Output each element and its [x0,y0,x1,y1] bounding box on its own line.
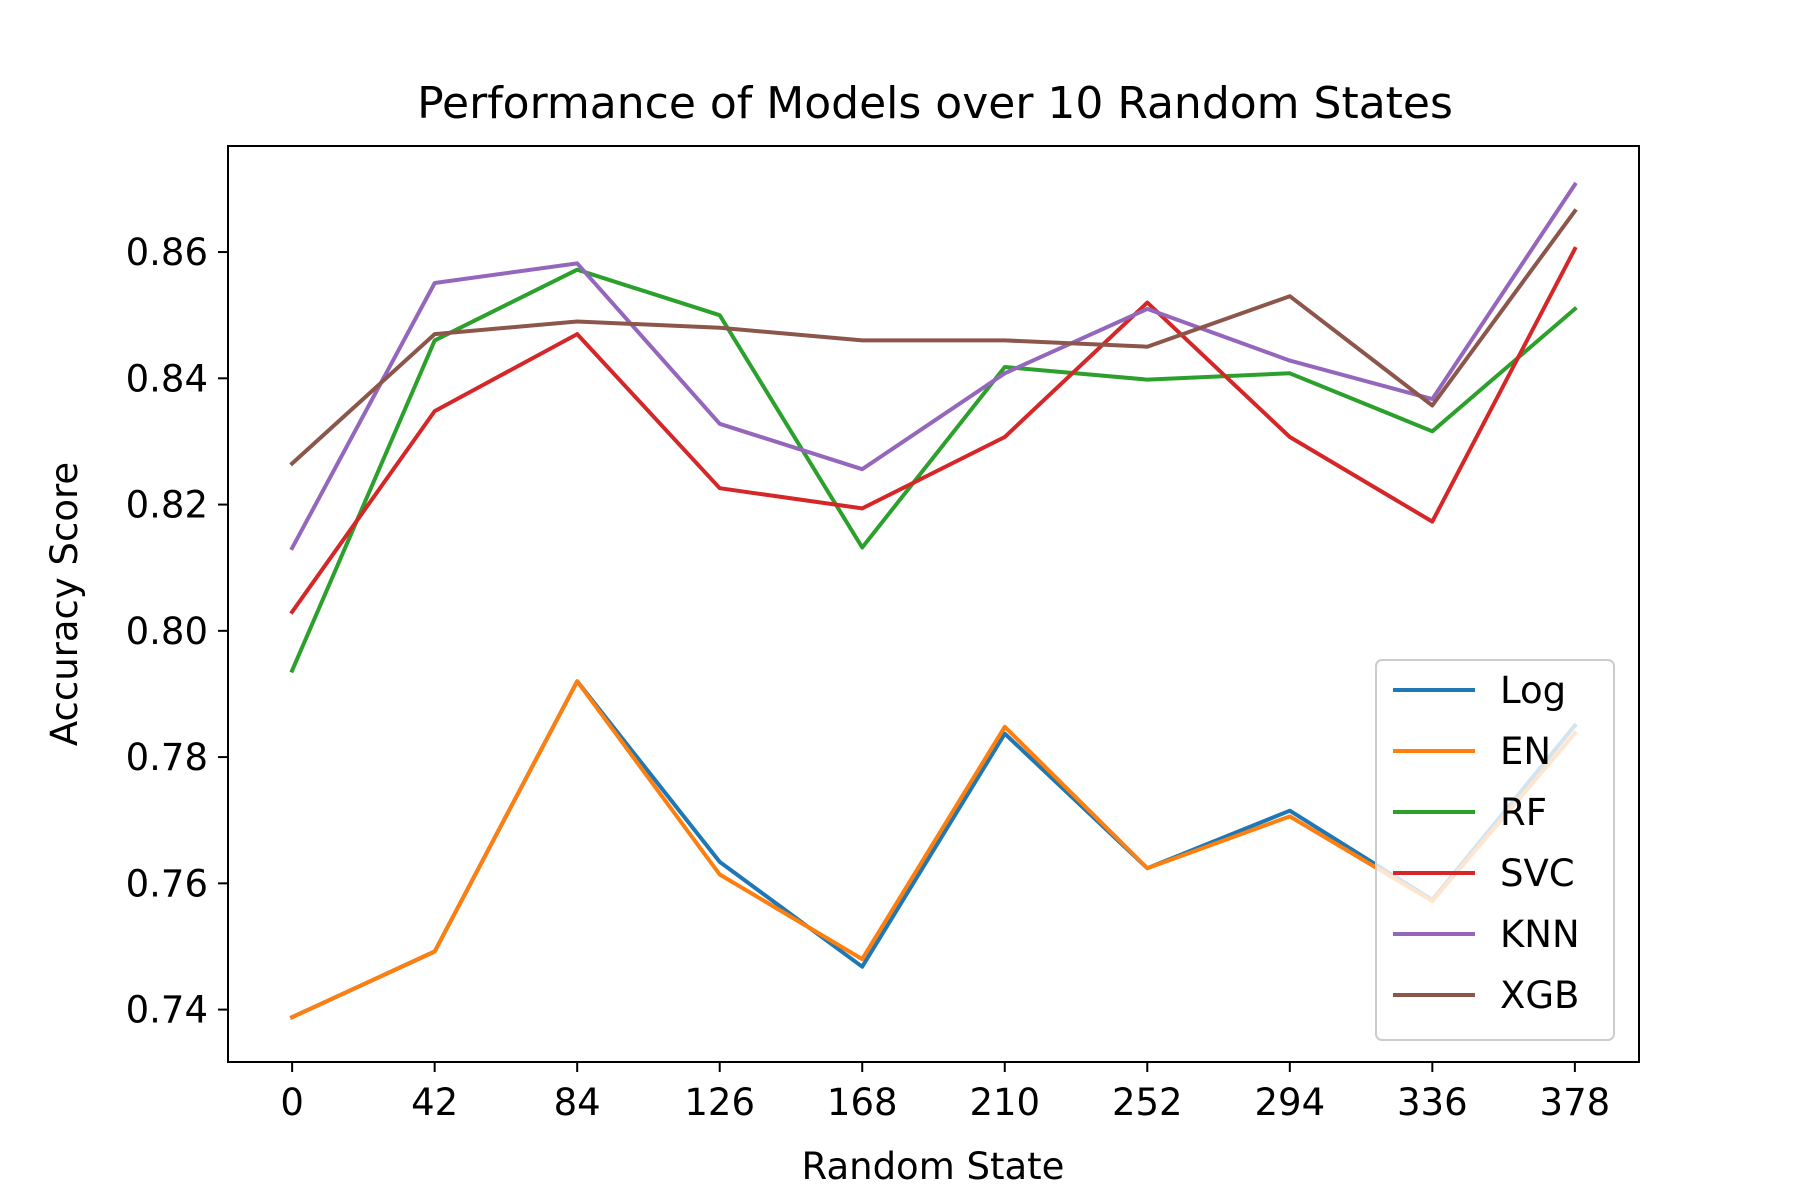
series-line-en [289,679,1578,1020]
y-tick-label: 0.76 [126,862,208,905]
y-tick-label: 0.86 [126,231,208,274]
x-tick-label: 378 [1540,1081,1611,1124]
legend-label-knn: KNN [1500,913,1580,956]
x-axis-label: Random State [802,1145,1065,1188]
legend: Log EN RF SVC KNN XGB [1375,659,1615,1041]
chart-title: Performance of Models over 10 Random Sta… [417,78,1453,129]
y-tick-label: 0.78 [126,736,208,779]
series-line-xgb [289,208,1578,467]
legend-label-svc: SVC [1500,852,1575,895]
legend-label-xgb: XGB [1500,974,1579,1017]
y-axis: 0.74 0.76 0.78 0.80 0.82 0.84 0.86 [126,231,228,1032]
y-tick-label: 0.74 [126,989,208,1032]
legend-label-log: Log [1500,669,1566,712]
x-tick-label: 294 [1255,1081,1326,1124]
plot-frame [227,145,1640,1063]
legend-box [1375,659,1615,1041]
x-tick-label: 84 [554,1081,601,1124]
x-tick-label: 336 [1397,1081,1468,1124]
series-line-rf [289,267,1578,674]
series-line-svc [289,246,1578,615]
x-tick-label: 0 [280,1081,304,1124]
plot-area [289,181,1578,1020]
x-tick-label: 168 [827,1081,898,1124]
x-tick-label: 210 [969,1081,1040,1124]
x-tick-label: 42 [411,1081,458,1124]
x-tick-label: 126 [684,1081,755,1124]
x-axis: 0 42 84 126 168 210 252 294 336 378 [280,1062,1610,1124]
x-tick-label: 252 [1112,1081,1183,1124]
y-tick-label: 0.80 [126,610,208,653]
y-tick-label: 0.82 [126,484,208,527]
legend-label-en: EN [1500,730,1551,773]
y-axis-label: Accuracy Score [43,462,86,746]
series-line-knn [289,181,1578,551]
legend-label-rf: RF [1500,791,1547,834]
y-tick-label: 0.84 [126,357,208,400]
